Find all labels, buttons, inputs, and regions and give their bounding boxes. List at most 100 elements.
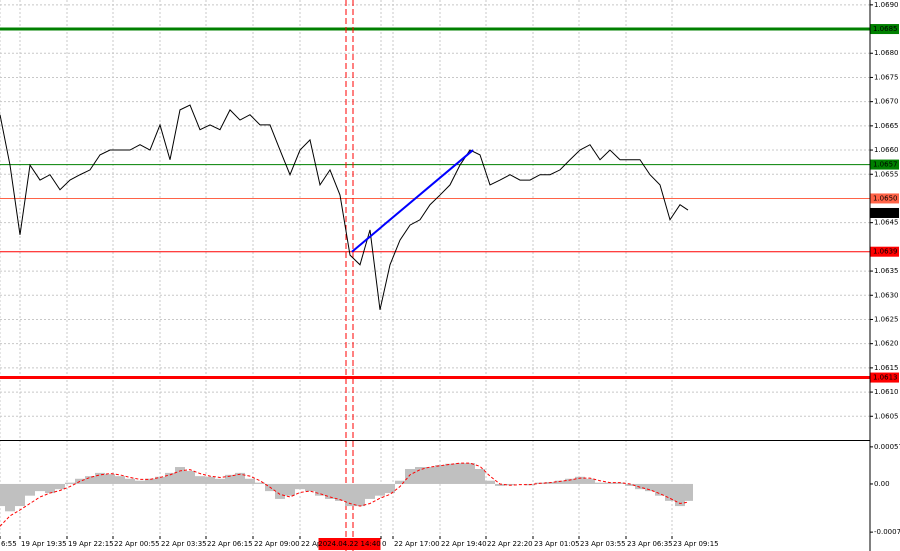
histogram-bar (135, 480, 145, 484)
histogram-bar (405, 468, 415, 484)
x-tick-label: 23 Apr 09:15 (673, 540, 719, 548)
histogram-bar (25, 483, 35, 496)
y-tick-label: 1.0630 (874, 291, 899, 299)
histogram-bar (155, 476, 165, 484)
level-box (870, 372, 899, 383)
histogram-bar (185, 470, 195, 484)
histogram-bar (125, 478, 135, 484)
histogram-bar (475, 468, 485, 484)
y-tick-label: 1.0625 (874, 315, 899, 323)
histogram-bar (355, 483, 365, 507)
histogram-bar (315, 483, 325, 496)
last-price-box (870, 207, 899, 218)
x-tick-label: 22 Apr 17:00 (394, 540, 440, 548)
histogram-bar (145, 478, 155, 484)
y-tick-label: 1.0690 (874, 1, 899, 9)
crosshair-box (318, 538, 381, 550)
histogram-bar (15, 483, 25, 507)
histogram-bar (345, 483, 355, 507)
histogram-bar (235, 472, 245, 484)
histogram-bar (65, 482, 75, 484)
y-tick-label: 1.0670 (874, 98, 899, 106)
histogram-bar (565, 478, 575, 484)
histogram-bar (375, 483, 385, 496)
x-tick-label: 23 Apr 03:55 (580, 540, 626, 548)
last-price-label: 1.0647 (873, 209, 898, 217)
level-label: 1.0613 (873, 374, 898, 382)
histogram-bar (295, 483, 305, 490)
histogram-bar (365, 483, 375, 499)
trend-line (351, 149, 474, 253)
histogram-bar (255, 482, 265, 484)
histogram-bar (215, 478, 225, 484)
grid-layer (0, 0, 870, 536)
histogram-bar (585, 478, 595, 484)
x-tick-label: 22 Apr 09:00 (254, 540, 300, 548)
y-tick-label: 1.0605 (874, 412, 899, 420)
x-tick-label: 22 Apr 22:20 (487, 540, 533, 548)
signal-line (0, 462, 689, 527)
histogram-bar (165, 472, 175, 484)
histogram-bar (45, 483, 55, 494)
x-tick-label: 23 Apr 06:35 (627, 540, 673, 548)
histogram-bar (445, 463, 455, 484)
histogram-bar (655, 483, 665, 496)
x-tick-label: 19 Apr 19:35 (21, 540, 67, 548)
y-tick-label: 0.00057 (874, 443, 900, 451)
y-tick-label: 1.0610 (874, 388, 899, 396)
level-box (870, 193, 899, 204)
histogram-bar (335, 483, 345, 501)
histogram-bar (665, 483, 675, 501)
level-box (870, 246, 899, 257)
level-label: 1.0685 (873, 25, 898, 33)
histogram-bar (505, 483, 515, 486)
histogram-bar (575, 476, 585, 484)
histogram-bar (455, 463, 465, 484)
histogram-bar (555, 480, 565, 484)
histogram-bar (415, 467, 425, 484)
histogram-bar (95, 472, 105, 484)
level-label: 1.0657 (873, 161, 898, 169)
x-tick-label: 19 Apr 22:15 (68, 540, 114, 548)
histogram-bar (115, 476, 125, 484)
x-tick-label: 22 Apr 00:55 (114, 540, 160, 548)
histogram-bar (675, 483, 685, 507)
y-tick-label: 1.0660 (874, 146, 899, 154)
y-tick-label: 1.0635 (874, 267, 899, 275)
histogram-bar (615, 482, 625, 484)
crosshair-label: 2024.04.22 14:40 (318, 540, 380, 548)
histogram-bar (275, 483, 285, 499)
y-tick-label: 1.0675 (874, 73, 899, 81)
y-tick-label: 1.0655 (874, 170, 899, 178)
histogram-bar (635, 483, 645, 490)
y-tick-label: 1.0620 (874, 340, 899, 348)
histogram-bar (395, 480, 405, 484)
price-line (0, 104, 689, 310)
y-tick-label: -0.00074 (874, 528, 900, 536)
histogram-bar (683, 483, 693, 501)
x-tick-label: 6:55 (1, 540, 17, 548)
data-layer (0, 0, 870, 551)
histogram-bar (465, 463, 475, 484)
histogram-bar (55, 483, 65, 490)
histogram-bar (495, 483, 505, 486)
level-box (870, 159, 899, 170)
histogram-bar (0, 483, 5, 507)
histogram-bar (85, 476, 95, 484)
histogram-bar (205, 476, 215, 484)
histogram-bar (225, 474, 235, 484)
histogram-bar (35, 483, 45, 492)
x-tick-label: 22 Apr 03:35 (161, 540, 207, 548)
histogram-bar (385, 483, 395, 494)
histogram-bar (435, 465, 445, 484)
histogram-bar (645, 483, 655, 492)
histogram-bar (605, 482, 615, 484)
y-tick-label: 1.0615 (874, 364, 899, 372)
y-tick-label: 1.0680 (874, 49, 899, 57)
x-tick-label: 22 Apr (301, 540, 324, 548)
level-box (870, 24, 899, 35)
histogram-bar (485, 480, 495, 484)
